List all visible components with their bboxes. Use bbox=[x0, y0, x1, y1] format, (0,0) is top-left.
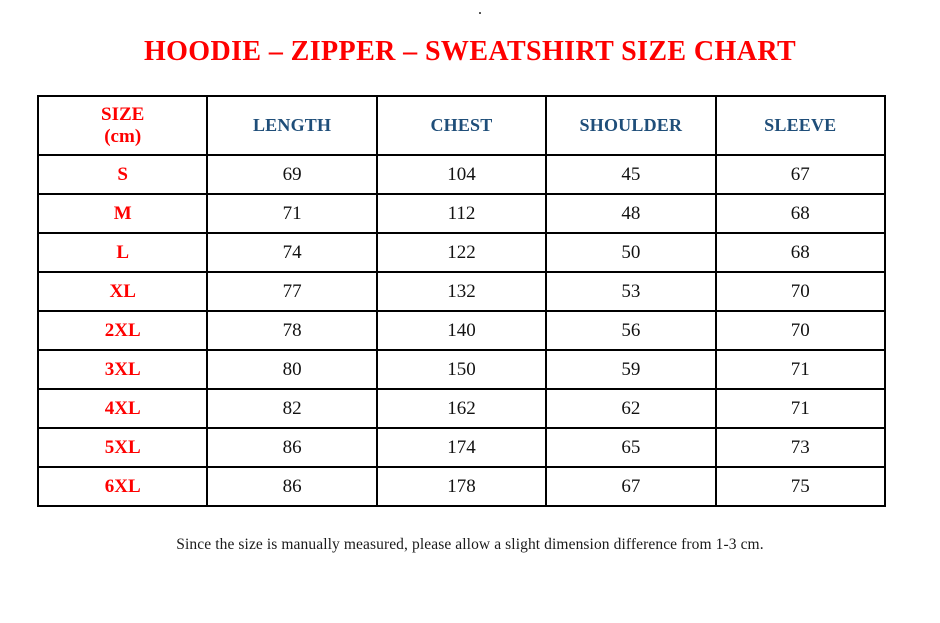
header-row: SIZE (cm) LENGTH CHEST SHOULDER SLEEVE bbox=[36, 95, 887, 156]
chest-cell: 150 bbox=[375, 349, 548, 390]
measurement-disclaimer: Since the size is manually measured, ple… bbox=[176, 536, 764, 553]
size-cell: 5XL bbox=[36, 427, 209, 468]
stray-period-mark: . bbox=[477, 0, 483, 18]
sleeve-cell: 70 bbox=[714, 310, 887, 351]
length-cell: 77 bbox=[206, 271, 378, 312]
table-row-2xl: 2XL 78 140 56 70 bbox=[36, 310, 887, 351]
sleeve-cell: 70 bbox=[714, 271, 887, 312]
shoulder-cell: 53 bbox=[545, 271, 717, 312]
shoulder-cell: 50 bbox=[545, 232, 717, 273]
size-cell: M bbox=[36, 193, 209, 234]
sleeve-cell: 67 bbox=[714, 154, 887, 195]
sleeve-cell: 73 bbox=[714, 427, 887, 468]
length-cell: 69 bbox=[206, 154, 378, 195]
header-size-line1: SIZE bbox=[101, 103, 145, 125]
length-cell: 86 bbox=[206, 466, 378, 507]
table-row-s: S 69 104 45 67 bbox=[36, 154, 887, 195]
header-sleeve: SLEEVE bbox=[714, 95, 887, 156]
table-row-5xl: 5XL 86 174 65 73 bbox=[36, 427, 887, 468]
shoulder-cell: 67 bbox=[545, 466, 717, 507]
length-cell: 74 bbox=[206, 232, 378, 273]
header-length: LENGTH bbox=[206, 95, 378, 156]
chest-cell: 178 bbox=[375, 466, 548, 507]
shoulder-cell: 48 bbox=[545, 193, 717, 234]
chest-cell: 174 bbox=[375, 427, 548, 468]
table-row-4xl: 4XL 82 162 62 71 bbox=[36, 388, 887, 429]
size-cell: S bbox=[36, 154, 209, 195]
header-size-cm: SIZE (cm) bbox=[36, 95, 209, 156]
shoulder-cell: 45 bbox=[545, 154, 717, 195]
size-cell: L bbox=[36, 232, 209, 273]
table-row-m: M 71 112 48 68 bbox=[36, 193, 887, 234]
chest-cell: 132 bbox=[375, 271, 548, 312]
chest-cell: 104 bbox=[375, 154, 548, 195]
length-cell: 82 bbox=[206, 388, 378, 429]
chest-cell: 112 bbox=[375, 193, 548, 234]
header-chest: CHEST bbox=[375, 95, 548, 156]
shoulder-cell: 65 bbox=[545, 427, 717, 468]
page-title: HOODIE – ZIPPER – SWEATSHIRT SIZE CHART bbox=[143, 36, 797, 67]
chest-cell: 162 bbox=[375, 388, 548, 429]
table-body: S 69 104 45 67 M 71 112 48 68 L 74 122 5… bbox=[36, 154, 887, 507]
size-chart-table: SIZE (cm) LENGTH CHEST SHOULDER SLEEVE S… bbox=[36, 95, 887, 507]
size-cell: XL bbox=[36, 271, 209, 312]
size-cell: 3XL bbox=[36, 349, 209, 390]
shoulder-cell: 62 bbox=[545, 388, 717, 429]
table-header: SIZE (cm) LENGTH CHEST SHOULDER SLEEVE bbox=[36, 95, 887, 156]
table-row-3xl: 3XL 80 150 59 71 bbox=[36, 349, 887, 390]
chest-cell: 140 bbox=[375, 310, 548, 351]
table-row-l: L 74 122 50 68 bbox=[36, 232, 887, 273]
chest-cell: 122 bbox=[375, 232, 548, 273]
size-cell: 2XL bbox=[36, 310, 209, 351]
sleeve-cell: 68 bbox=[714, 193, 887, 234]
sleeve-cell: 75 bbox=[714, 466, 887, 507]
table-row-6xl: 6XL 86 178 67 75 bbox=[36, 466, 887, 507]
header-size-line2: (cm) bbox=[104, 125, 142, 147]
length-cell: 71 bbox=[206, 193, 378, 234]
header-shoulder: SHOULDER bbox=[545, 95, 717, 156]
shoulder-cell: 59 bbox=[545, 349, 717, 390]
length-cell: 78 bbox=[206, 310, 378, 351]
sleeve-cell: 68 bbox=[714, 232, 887, 273]
table-row-xl: XL 77 132 53 70 bbox=[36, 271, 887, 312]
length-cell: 86 bbox=[206, 427, 378, 468]
size-cell: 6XL bbox=[36, 466, 209, 507]
sleeve-cell: 71 bbox=[714, 349, 887, 390]
size-cell: 4XL bbox=[36, 388, 209, 429]
length-cell: 80 bbox=[206, 349, 378, 390]
shoulder-cell: 56 bbox=[545, 310, 717, 351]
sleeve-cell: 71 bbox=[714, 388, 887, 429]
